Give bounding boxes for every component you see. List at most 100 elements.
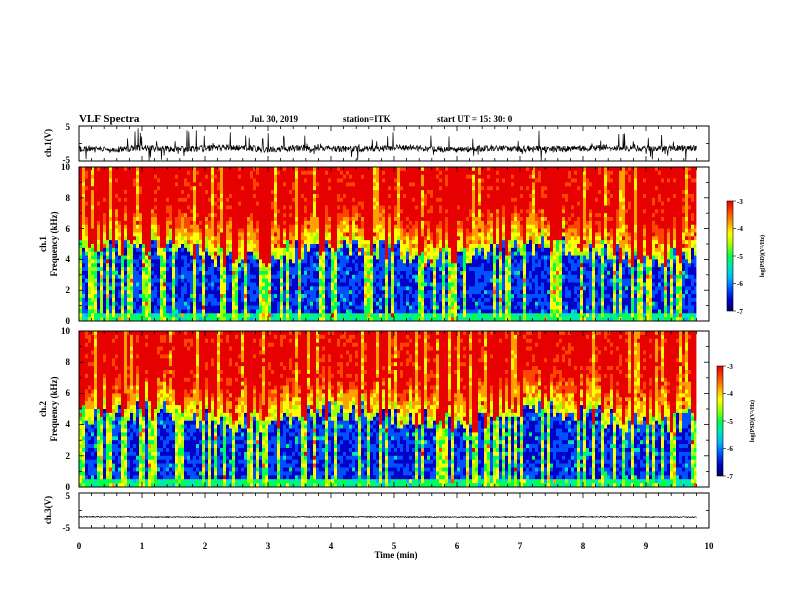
spectrogram-cell bbox=[238, 182, 242, 187]
spectrogram-cell bbox=[406, 220, 410, 226]
spectrogram-cell bbox=[409, 209, 413, 214]
spectrogram-cell bbox=[241, 297, 245, 303]
spectrogram-cell bbox=[97, 278, 101, 283]
spectrogram-cell bbox=[127, 170, 131, 175]
spectrogram-cell bbox=[328, 197, 332, 202]
spectrogram-cell bbox=[118, 182, 122, 187]
spectrogram-cell bbox=[430, 267, 434, 272]
spectrogram-cell bbox=[439, 251, 443, 256]
spectrogram-cell bbox=[325, 317, 329, 322]
spectrogram-cell bbox=[202, 290, 206, 295]
spectrogram-cell bbox=[280, 197, 284, 202]
spectrogram-cell bbox=[322, 228, 326, 233]
spectrogram-cell bbox=[376, 267, 380, 272]
spectrogram-cell bbox=[352, 217, 356, 222]
spectrogram-cell bbox=[88, 213, 92, 218]
spectrogram-cell bbox=[238, 236, 242, 241]
spectrogram-cell bbox=[178, 174, 182, 179]
spectrogram-cell bbox=[154, 174, 158, 179]
spectrogram-cell bbox=[232, 251, 236, 256]
spectrogram-cell bbox=[352, 213, 356, 218]
spectrogram-cell bbox=[118, 259, 122, 264]
spectrogram-cell bbox=[187, 305, 191, 310]
spectrogram-cell bbox=[427, 232, 431, 237]
spectrogram-cell bbox=[187, 228, 191, 233]
spectrogram-cell bbox=[364, 228, 368, 233]
spectrogram-cell bbox=[376, 217, 380, 222]
spectrogram-cell bbox=[262, 224, 266, 229]
spectrogram-cell bbox=[157, 220, 161, 226]
spectrogram-cell bbox=[406, 244, 410, 249]
spectrogram-cell bbox=[424, 205, 428, 210]
spectrogram-cell bbox=[376, 309, 380, 314]
spectrogram-cell bbox=[208, 313, 212, 318]
spectrogram-cell bbox=[298, 313, 302, 318]
spectrogram-cell bbox=[211, 213, 215, 218]
spectrogram-cell bbox=[331, 201, 335, 206]
spectrogram-cell bbox=[415, 217, 419, 222]
spectrogram-cell bbox=[178, 186, 182, 191]
spectrogram-cell bbox=[433, 182, 437, 187]
spectrogram-cell bbox=[379, 263, 383, 268]
spectrogram-cell bbox=[106, 217, 110, 222]
spectrogram-cell bbox=[430, 251, 434, 256]
spectrogram-cell bbox=[229, 282, 233, 287]
spectrogram-cell bbox=[424, 278, 428, 283]
spectrogram-cell bbox=[136, 255, 140, 260]
spectrogram-cell bbox=[433, 263, 437, 268]
spectrogram-cell bbox=[262, 186, 266, 191]
spectrogram-cell bbox=[91, 186, 95, 191]
spectrogram-cell bbox=[352, 290, 356, 295]
spectrogram-cell bbox=[235, 220, 239, 226]
spectrogram-cell bbox=[262, 178, 266, 183]
spectrogram-cell bbox=[355, 213, 359, 218]
spectrogram-cell bbox=[211, 267, 215, 272]
spectrogram-cell bbox=[208, 190, 212, 195]
spectrogram-cell bbox=[85, 193, 89, 199]
spectrogram-cell bbox=[343, 278, 347, 283]
spectrogram-cell bbox=[142, 174, 146, 179]
spectrogram-cell bbox=[310, 228, 314, 233]
spectrogram-cell bbox=[256, 317, 260, 322]
spectrogram-cell bbox=[112, 220, 116, 226]
spectrogram-cell bbox=[121, 197, 125, 202]
spectrogram-cell bbox=[433, 240, 437, 245]
spectrogram-cell bbox=[202, 220, 206, 226]
spectrogram-cell bbox=[430, 282, 434, 287]
spectrogram-cell bbox=[187, 193, 191, 199]
spectrogram-cell bbox=[247, 240, 251, 245]
spectrogram-cell bbox=[241, 213, 245, 218]
spectrogram-cell bbox=[142, 255, 146, 260]
spectrogram-cell bbox=[421, 182, 425, 187]
spectrogram-cell bbox=[148, 228, 152, 233]
spectrogram-cell bbox=[181, 317, 185, 322]
spectrogram-cell bbox=[439, 313, 443, 318]
spectrogram-cell bbox=[91, 278, 95, 283]
spectrogram-cell bbox=[439, 282, 443, 287]
spectrogram-cell bbox=[301, 313, 305, 318]
spectrogram-cell bbox=[181, 278, 185, 283]
spectrogram-cell bbox=[91, 178, 95, 183]
spectrogram-cell bbox=[202, 232, 206, 237]
spectrogram-cell bbox=[178, 244, 182, 249]
spectrogram-cell bbox=[427, 220, 431, 226]
spectrogram-cell bbox=[103, 278, 107, 283]
spectrogram-cell bbox=[388, 201, 392, 206]
spectrogram-cell bbox=[358, 178, 362, 183]
spectrogram-cell bbox=[253, 193, 257, 199]
spectrogram-cell bbox=[115, 220, 119, 226]
spectrogram-cell bbox=[223, 286, 227, 291]
spectrogram-cell bbox=[178, 224, 182, 229]
spectrogram-cell bbox=[400, 197, 404, 202]
spectrogram-cell bbox=[397, 220, 401, 226]
spectrogram-cell bbox=[400, 251, 404, 256]
spectrogram-cell bbox=[118, 290, 122, 295]
spectrogram-cell bbox=[265, 274, 269, 279]
spectrogram-cell bbox=[391, 263, 395, 268]
spectrogram-cell bbox=[340, 201, 344, 206]
spectrogram-cell bbox=[316, 290, 320, 295]
spectrogram-cell bbox=[142, 247, 146, 252]
spectrogram-cell bbox=[310, 274, 314, 279]
spectrogram-cell bbox=[184, 224, 188, 229]
spectrogram-cell bbox=[154, 313, 158, 318]
